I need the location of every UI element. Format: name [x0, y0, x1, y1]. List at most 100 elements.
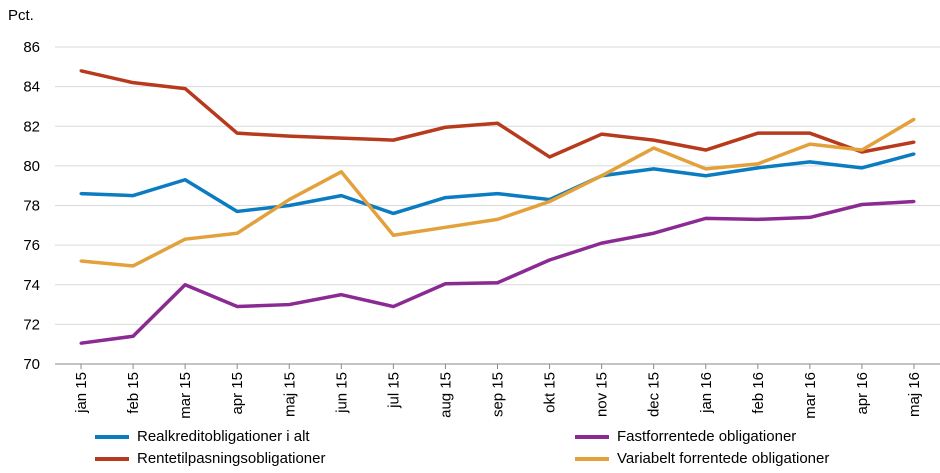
data-point: [756, 166, 760, 170]
data-point: [79, 69, 83, 73]
x-tick-label: aug 15: [437, 372, 454, 418]
data-point: [131, 81, 135, 85]
data-point: [391, 233, 395, 237]
y-tick-label: 76: [23, 237, 40, 254]
data-point: [443, 125, 447, 129]
y-axis-label: Pct.: [8, 7, 34, 24]
x-tick-label: nov 15: [594, 372, 611, 417]
x-tick-label: feb 15: [125, 372, 142, 414]
series-line-1: [80, 199, 915, 345]
x-tick-label: apr 16: [854, 372, 871, 415]
data-point: [912, 152, 916, 156]
data-point: [391, 138, 395, 142]
x-tick-label: jul 15: [385, 372, 402, 409]
data-point: [183, 87, 187, 91]
x-tick-label: mar 15: [177, 372, 194, 419]
y-tick-label: 86: [23, 39, 40, 56]
legend-swatch: [95, 434, 129, 439]
data-point: [339, 136, 343, 140]
x-tick-label: mar 16: [802, 372, 819, 419]
data-point: [339, 170, 343, 174]
y-tick-label: 72: [23, 316, 40, 333]
x-tick-label: jan 16: [698, 372, 715, 414]
x-tick-label: sep 15: [490, 372, 507, 417]
data-point: [704, 167, 708, 171]
data-point: [496, 121, 499, 125]
legend-label: Variabelt forrentede obligationer: [617, 450, 830, 467]
legend-item-0: Realkreditobligationer i alt: [95, 428, 310, 445]
data-point: [652, 167, 656, 171]
data-point: [756, 162, 760, 166]
x-tick-label: maj 16: [906, 372, 923, 417]
x-tick-label: maj 15: [281, 372, 298, 417]
data-point: [600, 132, 604, 136]
data-point: [496, 281, 499, 285]
y-tick-label: 80: [23, 158, 40, 175]
series-line-2: [80, 69, 915, 159]
data-point: [235, 231, 239, 235]
data-point: [443, 196, 447, 200]
data-point: [548, 200, 552, 204]
y-tick-label: 78: [23, 198, 40, 215]
legend-label: Rentetilpasningsobligationer: [137, 450, 326, 467]
legend-swatch: [575, 434, 609, 439]
data-point: [391, 305, 395, 309]
data-point: [183, 237, 187, 241]
data-point: [339, 293, 343, 297]
x-tick-label: dec 15: [646, 372, 663, 417]
legend-label: Fastforrentede obligationer: [617, 428, 797, 445]
data-point: [912, 117, 916, 121]
data-point: [860, 166, 864, 170]
data-point: [808, 160, 812, 164]
x-tick-label: apr 15: [229, 372, 246, 415]
data-point: [808, 131, 812, 135]
data-point: [287, 204, 291, 207]
data-point: [652, 138, 656, 142]
data-point: [131, 264, 135, 268]
data-point: [287, 198, 291, 202]
data-point: [548, 155, 552, 159]
data-point: [912, 140, 916, 144]
x-tick-label: jun 15: [333, 372, 350, 414]
data-point: [756, 131, 760, 135]
data-point: [79, 341, 83, 345]
y-tick-label: 84: [23, 79, 40, 96]
data-point: [79, 259, 83, 263]
data-point: [756, 217, 760, 221]
data-point: [652, 231, 656, 235]
x-tick-label: jan 15: [73, 372, 90, 414]
x-tick-label: okt 15: [542, 372, 559, 413]
data-point: [443, 282, 447, 286]
data-point: [131, 194, 135, 198]
series-line-0: [80, 152, 915, 216]
data-point: [808, 215, 812, 219]
y-tick-label: 82: [23, 118, 40, 135]
data-point: [183, 283, 187, 287]
data-point: [235, 209, 239, 213]
data-point: [235, 305, 239, 309]
y-tick-label: 74: [23, 277, 40, 294]
data-point: [443, 225, 447, 229]
legend-item-2: Rentetilpasningsobligationer: [95, 450, 325, 467]
legend-swatch: [575, 456, 609, 461]
data-point: [808, 142, 812, 146]
x-tick-label: feb 16: [750, 372, 767, 414]
legend-label: Realkreditobligationer i alt: [137, 428, 310, 445]
data-point: [183, 178, 187, 182]
data-point: [496, 217, 499, 221]
data-point: [704, 148, 708, 152]
legend-swatch: [95, 456, 129, 461]
data-point: [860, 148, 864, 152]
data-point: [79, 192, 83, 196]
legend-item-1: Fastforrentede obligationer: [575, 428, 796, 445]
data-point: [391, 211, 395, 215]
data-point: [339, 194, 343, 198]
data-point: [287, 134, 291, 138]
data-point: [860, 203, 864, 207]
legend-item-3: Variabelt forrentede obligationer: [575, 450, 829, 467]
data-point: [600, 174, 604, 178]
data-point: [287, 303, 291, 307]
data-point: [131, 334, 135, 338]
